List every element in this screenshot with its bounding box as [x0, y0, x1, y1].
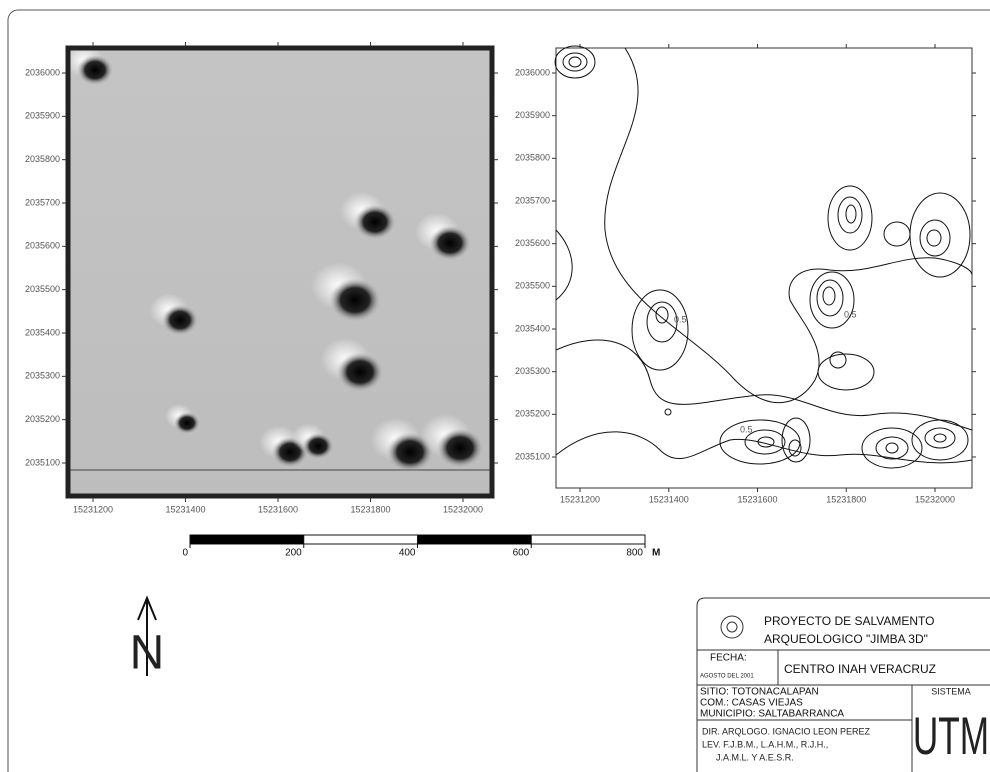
credits: J.A.M.L. Y A.E.S.R. — [716, 752, 794, 762]
shadow — [162, 305, 198, 336]
y-tick-label: 2035100 — [515, 451, 550, 461]
y-tick-label: 2035100 — [25, 457, 60, 467]
site: MUNICIPIO: SALTABARRANCA — [700, 709, 844, 720]
y-tick-label: 2035700 — [25, 197, 60, 207]
fecha: AGOSTO DEL 2001 — [700, 674, 754, 680]
credits: LEV. F.J.B.M., L.A.H.M., R.J.H., — [702, 739, 828, 749]
shadow — [174, 412, 200, 434]
x-tick-label: 15231800 — [826, 494, 866, 504]
y-tick-label: 2035800 — [25, 154, 60, 164]
y-tick-label: 2035200 — [515, 409, 550, 419]
y-tick-label: 2035400 — [25, 327, 60, 337]
shadow — [329, 278, 381, 322]
y-tick-label: 2035900 — [25, 111, 60, 121]
shaded-map — [64, 43, 492, 496]
shadow — [437, 428, 484, 468]
y-tick-label: 2035800 — [515, 153, 550, 163]
scale-segment — [418, 535, 532, 544]
shadow — [337, 352, 384, 392]
shadow — [302, 433, 333, 459]
y-tick-label: 2035400 — [515, 323, 550, 333]
y-tick-label: 2035600 — [25, 241, 60, 251]
scale-bar — [190, 535, 645, 548]
y-tick-label: 2035300 — [515, 366, 550, 376]
contour-label: 0.5 — [674, 314, 687, 324]
scale-label: 200 — [285, 548, 302, 559]
y-tick-label: 2035500 — [25, 284, 60, 294]
x-tick-label: 15232000 — [443, 504, 483, 514]
x-tick-label: 15231400 — [649, 494, 689, 504]
project-title: ARQUEOLOGICO "JIMBA 3D" — [764, 632, 928, 646]
x-tick-label: 15231200 — [73, 504, 113, 514]
y-tick-label: 2035900 — [515, 110, 550, 120]
x-tick-label: 15231600 — [737, 494, 777, 504]
page: 0.5 0.5 0.5 M N PROYECTO DE SALVAMENTO A… — [0, 0, 990, 772]
scale-label: 0 — [182, 548, 188, 559]
y-tick-label: 2036000 — [515, 67, 550, 77]
shadow — [354, 204, 396, 239]
scale-unit: M — [652, 548, 660, 559]
site: COM.: CASAS VIEJAS — [700, 698, 803, 709]
fecha-label: FECHA: — [710, 653, 747, 664]
contours — [555, 46, 972, 468]
y-tick-label: 2035600 — [515, 238, 550, 248]
y-tick-label: 2035700 — [515, 195, 550, 205]
system: UTM — [913, 706, 989, 766]
scale-label: 800 — [626, 548, 643, 559]
y-tick-label: 2035200 — [25, 414, 60, 424]
contour-label: 0.5 — [740, 424, 753, 434]
x-tick-label: 15232000 — [915, 494, 955, 504]
y-tick-label: 2036000 — [25, 67, 60, 77]
system-label: SISTEMA — [931, 686, 971, 696]
contour-label: 0.5 — [844, 309, 857, 319]
x-tick-label: 15231600 — [258, 504, 298, 514]
site: SITIO: TOTONACALAPAN — [700, 687, 819, 698]
credits: DIR. ARQLOGO. IGNACIO LEON PEREZ — [702, 726, 871, 736]
project-title: PROYECTO DE SALVAMENTO — [764, 614, 934, 628]
y-tick-label: 2035300 — [25, 371, 60, 381]
contour-frame — [556, 48, 972, 488]
north-label: N — [130, 627, 165, 680]
x-tick-label: 15231200 — [560, 494, 600, 504]
scale-label: 600 — [513, 548, 530, 559]
shadow — [429, 225, 471, 260]
scale-segment — [190, 535, 304, 544]
shadow — [77, 55, 113, 86]
scale-label: 400 — [399, 548, 416, 559]
institution: CENTRO INAH VERACRUZ — [784, 662, 936, 676]
x-tick-label: 15231400 — [165, 504, 205, 514]
y-tick-label: 2035500 — [515, 281, 550, 291]
x-tick-label: 15231800 — [350, 504, 390, 514]
